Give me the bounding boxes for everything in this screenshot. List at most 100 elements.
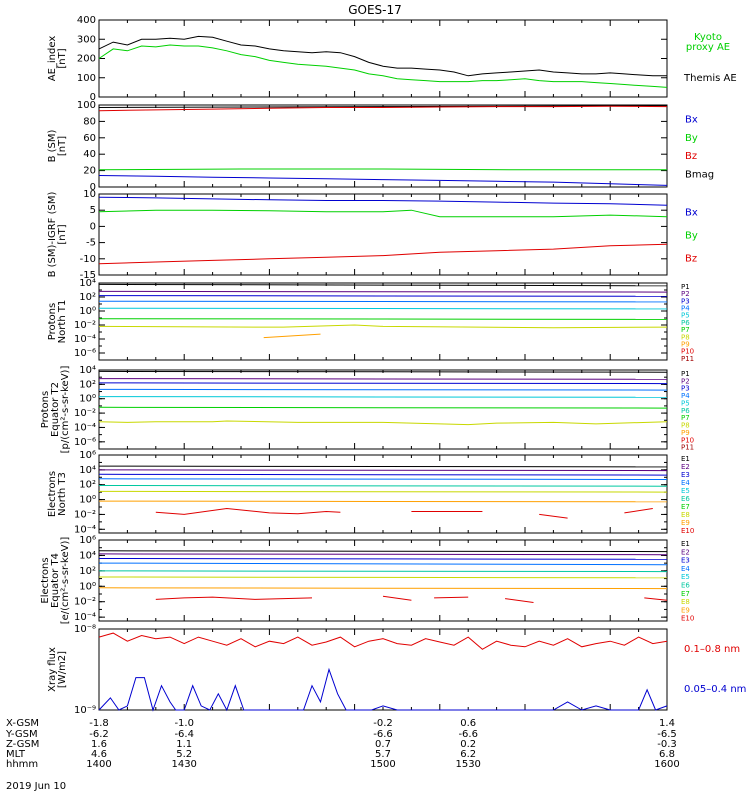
y-tick-label: 0 [90,182,96,193]
legend-entry: 0.1–0.8 nm [684,644,740,655]
channel-label: E1 [681,455,690,463]
series-e3 [98,558,668,560]
ephemeris-row-label: Y-GSM [5,729,38,740]
channel-label: E7 [681,503,690,511]
y-tick-label: 10⁻⁴ [74,612,96,623]
panel-7: 10⁶ 10⁴ 10² 10⁰ 10⁻² 10⁻⁴ Electrons Equator T4[… [40,535,694,624]
ephemeris-row-label: hhmm [6,759,38,770]
ephemeris-value: 0.2 [460,739,476,750]
channel-label: P9 [681,429,690,437]
y-tick-label: 10⁻⁴ [74,422,96,433]
series-bx [98,175,668,186]
series-e1 [98,465,668,468]
y-tick-label: 5 [90,205,96,216]
channel-label: P3 [681,385,690,393]
y-tick-label: 10⁶ [79,450,96,461]
panel-8: 10⁻⁸ 10⁻⁹ Xray flux [W/m2] 0.1–0.8 nm 0.05–0.… [47,624,746,716]
y-axis-label: B (SM)-IGRF (SM) [47,192,58,278]
ephemeris-row-label: MLT [6,749,26,760]
series-kyoto-proxy-ae [98,44,668,88]
y-tick-label: 10⁻⁹ [74,705,96,716]
ephemeris-value: -6.6 [373,729,393,740]
channel-label: E3 [681,557,690,565]
series-e2 [98,553,668,556]
channel-label: P6 [681,319,690,327]
y-tick-label: 10² [79,566,96,577]
panel-frame [98,104,668,188]
ephemeris-value: 1530 [455,759,480,770]
ephemeris-value: 0.6 [460,718,476,729]
channel-label: E2 [681,463,690,471]
y-tick-label: 10⁻⁴ [74,524,96,535]
ephemeris-value: -1.0 [174,718,194,729]
series-p4 [98,300,668,303]
y-tick-label: 10⁻⁶ [74,437,96,448]
y-axis-label: Equator T2 [50,382,61,437]
ephemeris-value: 1.4 [659,718,675,729]
ephemeris-value: -1.8 [89,718,109,729]
series-p3 [98,295,668,297]
ephemeris-value: -6.2 [89,729,109,740]
y-tick-label: 10⁻⁶ [74,348,96,359]
series-p4 [98,388,668,391]
ephemeris-value: -0.2 [373,718,393,729]
ephemeris-value: -6.4 [174,729,194,740]
y-axis-label: North T3 [57,472,68,516]
panel-2: 0 20 40 60 80 100 B (SM) [nT] Bx By Bz Bmag [47,100,714,193]
series-p2 [98,378,668,380]
series-p3 [98,382,668,385]
channel-label: P1 [681,283,690,291]
ephemeris-value: 5.7 [375,749,391,760]
ephemeris-value: 1600 [654,759,679,770]
legend-entry: Kyoto [694,32,722,43]
series-e3 [98,473,668,476]
ephemeris-value: 1400 [86,759,111,770]
series-e10 [505,598,534,603]
series-e9 [155,596,313,600]
ephemeris-value: -6.6 [458,729,478,740]
channel-label: E4 [681,565,690,573]
series-p1 [98,370,668,373]
channel-label: E5 [681,487,690,495]
legend-entry: 0.05–0.4 nm [684,684,746,695]
y-axis-label: Protons [47,303,58,340]
series-e7 [98,587,668,590]
y-tick-label: 10⁰ [79,394,96,405]
y-tick-label: 10⁴ [79,465,96,476]
panel-frame [98,628,668,711]
channel-label: P2 [681,377,690,385]
channel-label: P4 [681,392,690,400]
legend-entry: Bx [685,115,698,126]
y-tick-label: 10⁰ [79,306,96,317]
panel-3: -15 -10 -5 0 5 10 B (SM)-IGRF (SM) [nT] Bx By Bz [47,189,698,281]
series-e10 [539,513,568,519]
y-tick-label: 10 [83,189,96,200]
legend-entry: Bx [685,207,698,218]
channel-label: P7 [681,326,690,334]
series-p6 [98,318,668,320]
series-e4 [98,478,668,480]
ephemeris-value: 0.7 [375,739,391,750]
y-tick-label: 40 [83,149,96,160]
legend-entry: Bz [685,151,697,162]
y-axis-label: Equator T4 [50,553,61,608]
series-p5 [98,307,668,310]
channel-label: E4 [681,479,690,487]
series-e2 [98,469,668,472]
series-p7 [98,420,668,426]
series-0-05-0-4-nm [98,667,668,712]
y-axis-label: AE_index [47,36,58,82]
y-axis-label: Electrons [47,471,58,517]
channel-label: P5 [681,312,690,320]
channel-label: P6 [681,407,690,415]
channel-label: E3 [681,471,690,479]
channel-label: P3 [681,297,690,305]
y-axis-label: [nT] [57,224,68,244]
panel-frame [98,19,668,98]
channel-label: P10 [681,348,694,356]
y-tick-label: 10² [79,379,96,390]
